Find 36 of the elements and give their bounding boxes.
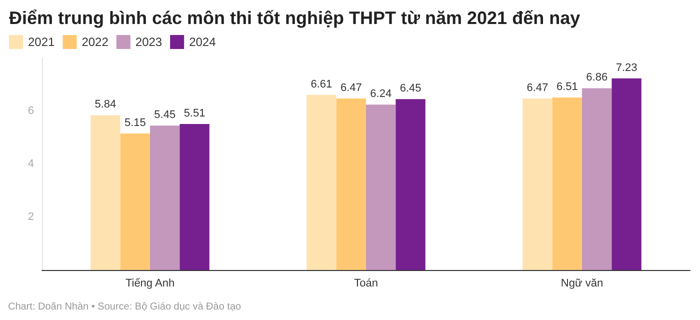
x-tick-label: Tiếng Anh xyxy=(125,278,175,290)
y-tick-label: 2 xyxy=(28,211,34,223)
data-label: 5.51 xyxy=(184,107,206,120)
data-label: 5.84 xyxy=(94,98,116,111)
data-label: 5.45 xyxy=(154,109,176,122)
x-tick-label: Ngữ văn xyxy=(560,278,604,290)
legend-label: 2021 xyxy=(28,35,56,49)
data-label: 6.24 xyxy=(370,88,392,100)
legend-label: 2023 xyxy=(135,35,162,49)
legend-label: 2024 xyxy=(189,35,216,49)
bar xyxy=(522,98,552,270)
bar xyxy=(396,99,426,270)
data-label: 5.15 xyxy=(124,117,146,130)
chart-title: Điểm trung bình các môn thi tốt nghiệp THPT từ năm 2021 đến nay xyxy=(9,8,580,28)
bar xyxy=(90,115,120,270)
x-tick-label: Toán xyxy=(354,278,378,290)
data-label: 7.23 xyxy=(616,62,638,74)
y-tick-label: 6 xyxy=(28,105,34,117)
bar xyxy=(582,88,612,270)
data-label: 6.61 xyxy=(310,78,332,90)
bar xyxy=(150,126,180,270)
bar xyxy=(120,134,150,270)
y-tick-label: 4 xyxy=(28,158,34,170)
bar xyxy=(336,98,366,270)
data-label: 6.45 xyxy=(400,82,422,95)
bar xyxy=(552,97,582,270)
bar xyxy=(366,104,396,270)
legend-label: 2022 xyxy=(82,35,109,49)
data-label: 6.86 xyxy=(586,72,608,84)
data-label: 6.47 xyxy=(340,82,362,94)
data-label: 6.47 xyxy=(526,82,548,94)
bar xyxy=(306,94,336,270)
bar xyxy=(180,124,210,270)
text: Chart: Doãn Nhàn • Source: Bộ Giáo dục và Đào tạo xyxy=(8,302,242,312)
data-label: 6.51 xyxy=(556,80,578,93)
bar xyxy=(612,78,642,270)
